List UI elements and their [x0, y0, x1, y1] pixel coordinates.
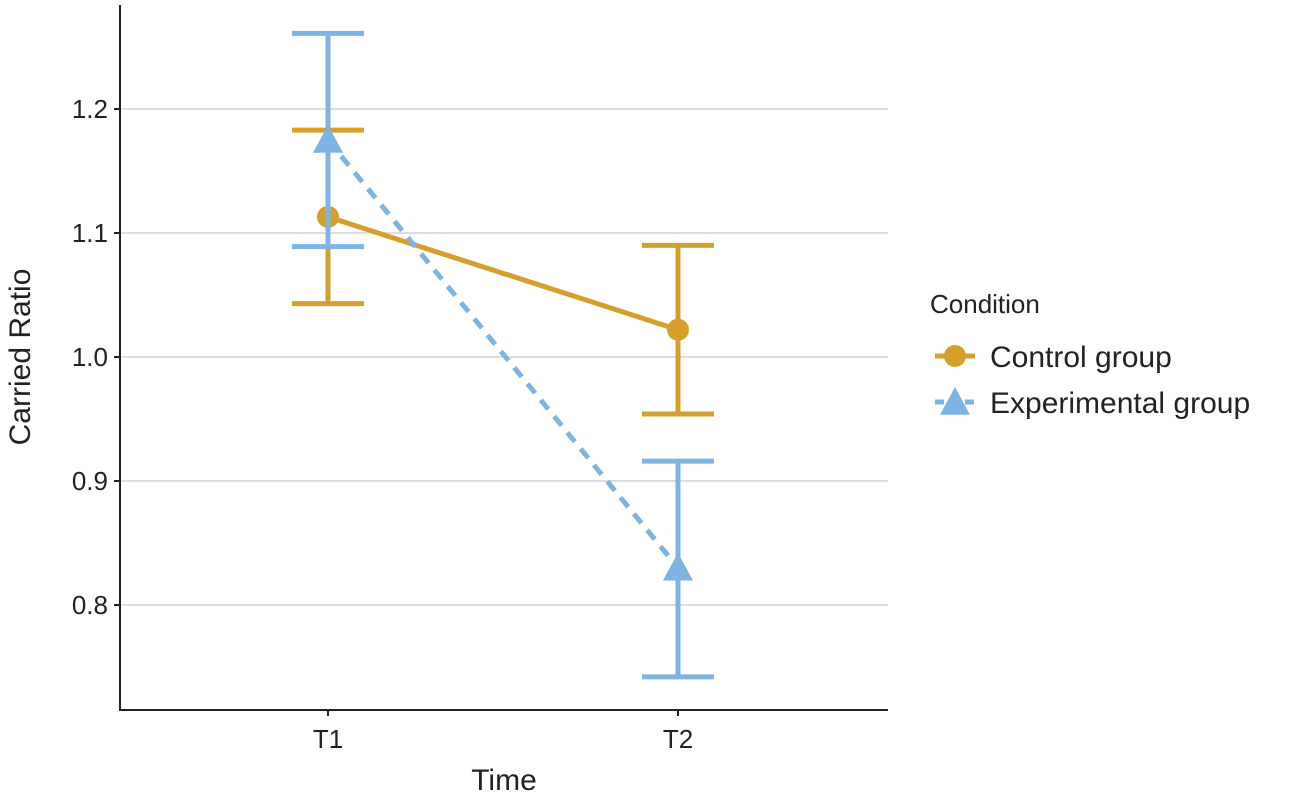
series-line	[327, 214, 679, 333]
legend-title: Condition	[930, 289, 1040, 319]
legend-item: Control group	[935, 341, 1172, 374]
series-line	[326, 138, 680, 570]
series-layer	[292, 30, 714, 680]
data-point	[667, 318, 689, 341]
data-point	[663, 552, 693, 581]
legend-marker	[944, 345, 966, 367]
x-tick-label: T2	[663, 724, 693, 754]
legend-marker	[940, 387, 970, 415]
y-tick-label: 0.8	[72, 590, 108, 620]
y-ticks: 0.8 0.9 1.0 1.1 1.2	[72, 94, 120, 620]
x-axis-title: Time	[471, 764, 537, 797]
x-ticks: T1 T2	[313, 710, 693, 754]
y-tick-label: 1.0	[72, 342, 108, 372]
legend: Condition Control group Experimental grou…	[930, 289, 1250, 420]
y-tick-label: 1.2	[72, 94, 108, 124]
y-tick-label: 1.1	[72, 218, 108, 248]
series-experimental	[292, 30, 714, 680]
y-tick-label: 0.9	[72, 466, 108, 496]
data-point	[313, 125, 343, 153]
y-axis-title: Carried Ratio	[4, 269, 37, 446]
legend-label: Experimental group	[990, 387, 1250, 420]
legend-item: Experimental group	[935, 387, 1250, 420]
x-tick-label: T1	[313, 724, 343, 754]
legend-label: Control group	[990, 341, 1172, 374]
